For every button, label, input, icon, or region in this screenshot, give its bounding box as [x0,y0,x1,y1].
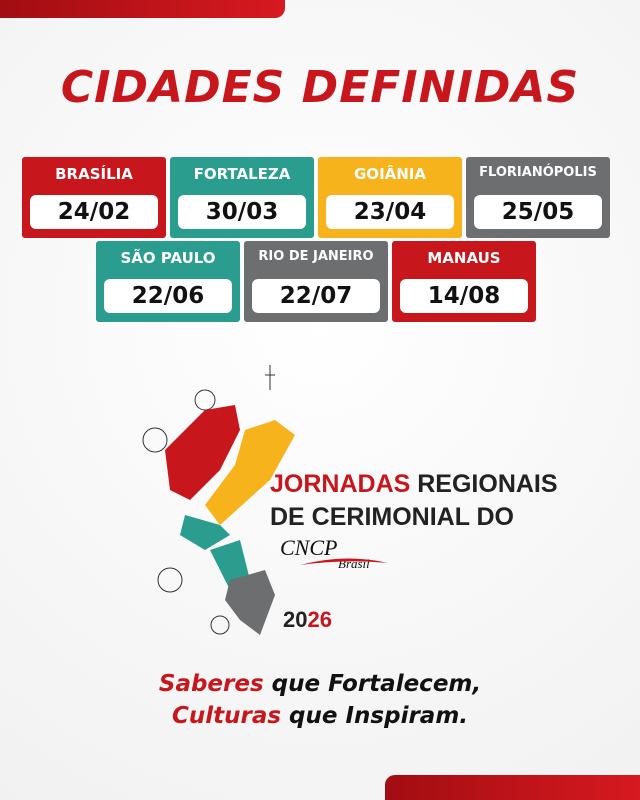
tagline: Saberes que Fortalecem, Culturas que Ins… [0,668,640,732]
city-date: 25/05 [474,195,602,229]
city-card: RIO DE JANEIRO 22/07 [244,241,388,322]
logo-line-1: JORNADAS REGIONAIS [270,470,558,499]
city-date: 14/08 [400,279,528,313]
year-part: 26 [307,607,332,632]
city-name: BRASÍLIA [55,165,133,183]
city-date: 23/04 [326,195,454,229]
logo-line-2: DE CERIMONIAL DO [270,503,514,531]
year: 2026 [283,607,332,633]
city-card: MANAUS 14/08 [392,241,536,322]
bottom-bar [385,775,640,800]
map-graphic [142,365,295,635]
tagline-line: Culturas que Inspiram. [0,700,640,732]
city-card: BRASÍLIA 24/02 [22,157,166,238]
brand-swoosh [300,558,388,565]
city-card: SÃO PAULO 22/06 [96,241,240,322]
city-card: GOIÂNIA 23/04 [318,157,462,238]
title: CIDADES DEFINIDAS [60,62,580,113]
city-card: FORTALEZA 30/03 [170,157,314,238]
top-bar [0,0,285,18]
tagline-em: Culturas [171,703,282,729]
tagline-text: que Fortalecem, [271,671,482,697]
city-card: FLORIANÓPOLIS 25/05 [466,157,610,238]
city-name: FORTALEZA [193,165,291,183]
city-date: 30/03 [178,195,306,229]
year-part: 20 [283,607,308,632]
tagline-line: Saberes que Fortalecem, [0,668,640,700]
tagline-text: que Inspiram. [289,703,469,729]
city-name: SÃO PAULO [120,249,216,267]
logo-word: JORNADAS [270,470,411,498]
city-name: GOIÂNIA [354,165,426,183]
city-name: MANAUS [427,249,501,267]
city-name: RIO DE JANEIRO [258,249,374,264]
city-name: FLORIANÓPOLIS [479,165,597,180]
logo-word: REGIONAIS [417,470,558,498]
city-date: 22/06 [104,279,232,313]
brand: CNCP [280,535,338,560]
tagline-em: Saberes [158,671,264,697]
city-date: 22/07 [252,279,380,313]
city-date: 24/02 [30,195,158,229]
